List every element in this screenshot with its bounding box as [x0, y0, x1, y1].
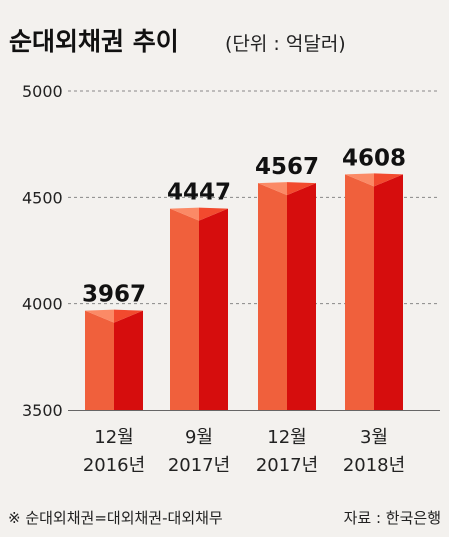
- gridlines: [68, 90, 440, 305]
- bar-4-top-right: [374, 173, 403, 187]
- bar-4: [345, 173, 403, 410]
- bar-1-right-face: [114, 310, 143, 410]
- x-label-3-line-2: 2017년: [256, 455, 318, 476]
- y-tick-label-4000: 4000: [22, 295, 63, 314]
- value-label-3: 4567: [255, 154, 319, 180]
- bar-1-top-right: [114, 309, 143, 323]
- bar-1-top-left: [85, 309, 114, 323]
- bar-1-left-face: [85, 310, 114, 410]
- bar-2-top-left: [170, 207, 199, 221]
- bar-4-top-left: [345, 173, 374, 187]
- chart-title: 순대외채권 추이 (단위 : 억달러): [9, 27, 346, 56]
- bar-1: [85, 309, 143, 410]
- bars: [85, 173, 403, 410]
- y-axis-ticks: 3500 4000 4500 5000: [22, 82, 63, 420]
- bar-2-top-right: [199, 207, 228, 221]
- bar-3-left-face: [258, 183, 287, 410]
- x-label-4-line-2: 2018년: [343, 455, 405, 476]
- value-label-1: 3967: [82, 282, 146, 308]
- bar-4-left-face: [345, 174, 374, 410]
- y-tick-label-5000: 5000: [22, 82, 63, 101]
- y-tick-label-4500: 4500: [22, 188, 63, 207]
- bar-2-right-face: [199, 208, 228, 410]
- bar-2-left-face: [170, 208, 199, 410]
- value-labels: 3967 4447 4567 4608: [82, 145, 406, 307]
- bar-3: [258, 182, 316, 410]
- chart-title-unit: (단위 : 억달러): [225, 33, 346, 55]
- bar-3-top-right: [287, 182, 316, 196]
- bar-4-right-face: [374, 174, 403, 410]
- x-label-3-line-1: 12월: [267, 427, 306, 448]
- y-tick-label-3500: 3500: [22, 401, 63, 420]
- x-label-1-line-1: 12월: [94, 427, 133, 448]
- value-label-2: 4447: [167, 180, 231, 206]
- value-label-4: 4608: [342, 145, 406, 171]
- chart-title-main: 순대외채권 추이: [9, 27, 179, 56]
- footnote-definition: ※ 순대외채권=대외채권-대외채무: [8, 509, 223, 527]
- bar-2: [170, 207, 228, 410]
- x-label-1-line-2: 2016년: [83, 455, 145, 476]
- x-axis-labels: 12월 2016년 9월 2017년 12월 2017년 3월 2018년: [83, 427, 405, 476]
- footnote-source: 자료 : 한국은행: [344, 509, 441, 527]
- footnote: ※ 순대외채권=대외채권-대외채무 자료 : 한국은행: [8, 509, 441, 527]
- x-label-2-line-1: 9월: [185, 427, 213, 448]
- bar-3-right-face: [287, 183, 316, 410]
- bar-3-top-left: [258, 182, 287, 196]
- x-label-4-line-1: 3월: [360, 427, 388, 448]
- x-label-2-line-2: 2017년: [168, 455, 230, 476]
